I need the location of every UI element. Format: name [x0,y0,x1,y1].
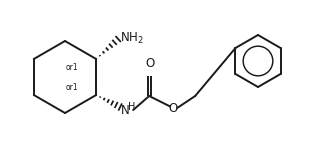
Text: or1: or1 [66,82,78,91]
Text: O: O [145,57,154,70]
Text: N: N [121,103,130,116]
Text: H: H [128,103,135,112]
Text: NH$_2$: NH$_2$ [120,30,144,46]
Text: or1: or1 [66,62,78,71]
Text: O: O [169,101,178,114]
